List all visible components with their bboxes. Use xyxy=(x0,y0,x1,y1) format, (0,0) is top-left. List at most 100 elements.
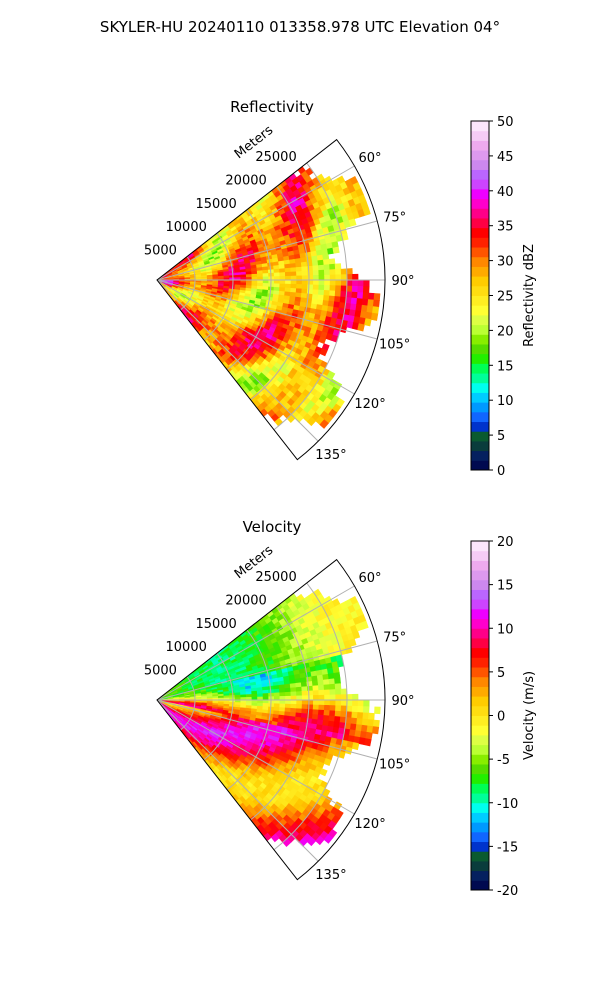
azimuth-tick-label: 75° xyxy=(383,630,406,645)
colorbar-segment xyxy=(471,392,489,403)
radial-tick-label: 15000 xyxy=(195,617,236,632)
colorbar-segment xyxy=(471,793,489,804)
colorbar-segment xyxy=(471,324,489,335)
colorbar-tick-label: 30 xyxy=(497,255,514,270)
colorbar-segment xyxy=(471,314,489,326)
colorbar-segment xyxy=(471,696,489,707)
colorbar-segment xyxy=(471,851,489,862)
colorbar-segment xyxy=(471,227,489,238)
colorbar-segment xyxy=(471,295,489,306)
azimuth-tick-label: 135° xyxy=(315,868,346,883)
colorbar-segment xyxy=(471,831,489,843)
colorbar-segment xyxy=(471,802,489,813)
colorbar-segment xyxy=(471,763,489,775)
grid-spoke xyxy=(156,165,355,281)
colorbar-segment xyxy=(471,676,489,687)
colorbar-segment xyxy=(471,822,489,833)
colorbar-segment xyxy=(471,657,489,668)
grid-spoke xyxy=(156,699,319,862)
colorbar-tick-label: 45 xyxy=(497,150,514,165)
radial-tick-label: 10000 xyxy=(166,220,207,235)
colorbar-tick-label: -20 xyxy=(497,884,518,899)
colorbar-segment xyxy=(471,686,489,697)
colorbar-tick-label: -15 xyxy=(497,840,518,855)
grid-spoke xyxy=(156,279,378,340)
colorbar-segment xyxy=(471,237,489,248)
colorbar-tick-label: -10 xyxy=(497,797,518,812)
colorbar-segment xyxy=(471,860,489,872)
radial-tick-label: 5000 xyxy=(144,664,177,679)
colorbar-tick-label: 0 xyxy=(497,710,505,725)
colorbar-tick-label: 15 xyxy=(497,359,514,374)
colorbar-segment xyxy=(471,305,489,316)
colorbar-segment xyxy=(471,744,489,755)
reflectivity-panel: Reflectivity 60° 75° 90° 105° 120° 135° 5000 10… xyxy=(144,98,537,479)
colorbar-segment xyxy=(471,334,489,345)
azimuth-tick-label: 135° xyxy=(315,448,346,463)
radial-tick-label: 25000 xyxy=(255,150,296,165)
colorbar-segment xyxy=(471,266,489,277)
colorbar-tick-label: 0 xyxy=(497,464,505,479)
colorbar-segment xyxy=(471,579,489,590)
colorbar-segment xyxy=(471,169,489,180)
sector-outline xyxy=(156,138,386,461)
colorbar-tick-label: 10 xyxy=(497,394,514,409)
colorbar-segment xyxy=(471,179,489,190)
grid-ring xyxy=(273,162,348,431)
colorbar-segment xyxy=(471,599,489,610)
grid-ring xyxy=(180,256,196,311)
colorbar-segment xyxy=(471,637,489,649)
radial-tick-label: 10000 xyxy=(166,640,207,655)
colorbar-segment xyxy=(471,870,489,881)
grid-ring xyxy=(203,232,234,341)
grid-spoke xyxy=(156,640,378,701)
colorbar-segment xyxy=(471,402,489,413)
colorbar-segment xyxy=(471,725,489,736)
colorbar-segment xyxy=(471,880,489,891)
grid-ring xyxy=(180,676,196,731)
colorbar-segment xyxy=(471,715,489,726)
colorbar-segment xyxy=(471,382,489,393)
colorbar-tick-label: 35 xyxy=(497,220,514,235)
colorbar-segment xyxy=(471,140,489,151)
colorbar-segment xyxy=(471,276,489,287)
grid-spoke xyxy=(156,699,378,760)
colorbar-segment xyxy=(471,285,489,296)
colorbar-segment xyxy=(471,256,489,267)
colorbar-segment xyxy=(471,198,489,209)
colorbar-segment xyxy=(471,783,489,794)
grid-ring xyxy=(226,209,272,371)
colorbar-segment xyxy=(471,705,489,716)
azimuth-tick-label: 120° xyxy=(354,397,385,412)
colorbar-label: Velocity (m/s) xyxy=(522,671,537,760)
colorbar-segment xyxy=(471,130,489,141)
colorbar-segment xyxy=(471,647,489,658)
colorbar-segment xyxy=(471,841,489,852)
colorbar-segment xyxy=(471,773,489,784)
colorbar-segment xyxy=(471,541,489,552)
colorbar-segment xyxy=(471,460,489,471)
colorbar-segment xyxy=(471,121,489,132)
colorbar-tick-label: 5 xyxy=(497,429,505,444)
azimuth-tick-label: 60° xyxy=(359,571,382,586)
grid-spoke xyxy=(156,220,378,281)
azimuth-tick-label: 60° xyxy=(359,151,382,166)
colorbar-segment xyxy=(471,589,489,600)
colorbar-segment xyxy=(471,353,489,364)
colorbar-segment xyxy=(471,618,489,629)
colorbar-segment xyxy=(471,628,489,639)
radial-tick-label: 20000 xyxy=(225,173,266,188)
colorbar-segment xyxy=(471,159,489,170)
colorbar-segment xyxy=(471,421,489,432)
azimuth-tick-label: 75° xyxy=(383,210,406,225)
grid-spoke xyxy=(156,279,355,395)
colorbar-segment xyxy=(471,570,489,581)
sector-outline xyxy=(156,558,386,881)
radial-tick-label: 20000 xyxy=(225,593,266,608)
colorbar-segment xyxy=(471,208,489,219)
grid-spoke xyxy=(156,279,319,442)
radial-tick-label: 15000 xyxy=(195,197,236,212)
colorbar-label: Reflectivity dBZ xyxy=(522,244,537,347)
colorbar-segment xyxy=(471,188,489,200)
colorbar-tick-label: 15 xyxy=(497,579,514,594)
